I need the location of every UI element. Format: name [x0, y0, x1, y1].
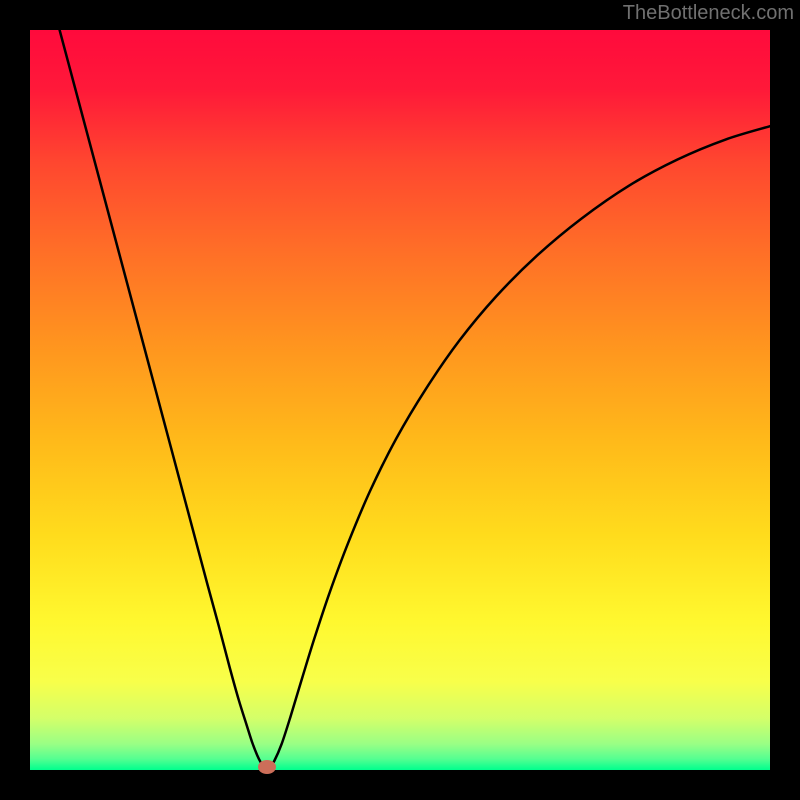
plot-area: [30, 30, 770, 770]
watermark-text: TheBottleneck.com: [623, 2, 794, 25]
optimal-point-marker: [258, 760, 276, 774]
chart-container: TheBottleneck.com: [0, 0, 800, 800]
bottleneck-curve: [60, 30, 770, 769]
curve-layer: [30, 30, 770, 770]
